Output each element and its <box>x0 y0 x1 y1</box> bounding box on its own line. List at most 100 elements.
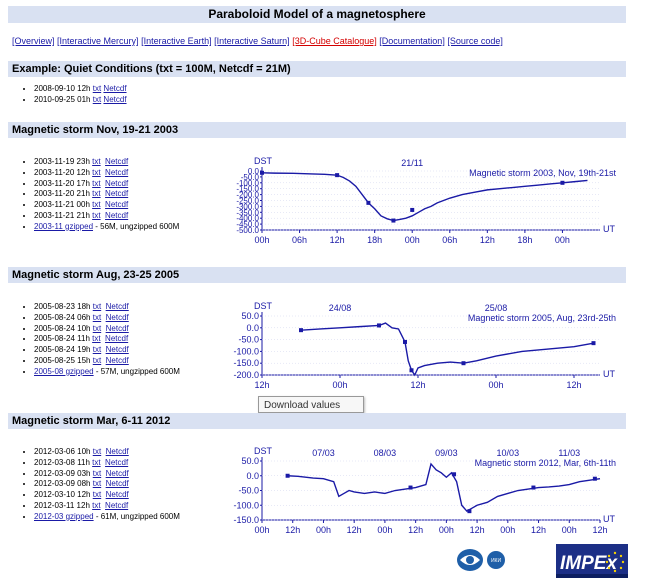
nav-overview-link[interactable]: [Overview] <box>12 36 55 46</box>
txt-link[interactable]: txt <box>92 355 102 365</box>
data-point-marker[interactable] <box>377 323 381 328</box>
list-item: 2005-08-25 15h txt Netcdf <box>34 356 180 367</box>
data-point-marker[interactable] <box>260 170 264 175</box>
item-date: 2012-03-11 12h <box>34 500 90 510</box>
txt-link[interactable]: txt <box>92 468 102 478</box>
data-point-marker[interactable] <box>592 476 597 481</box>
txt-link[interactable]: txt <box>92 167 101 177</box>
data-point-marker[interactable] <box>467 509 472 514</box>
data-point-marker[interactable] <box>299 328 303 333</box>
txt-link[interactable]: txt <box>92 178 101 188</box>
data-point-marker[interactable] <box>452 472 457 477</box>
data-point-marker[interactable] <box>391 218 396 223</box>
item-date: 2008-09-10 12h <box>34 84 91 93</box>
data-point-marker[interactable] <box>403 339 407 344</box>
nav-source-code-link[interactable]: [Source code] <box>447 36 503 46</box>
gzipped-link[interactable]: 2005-08 gzipped <box>34 366 94 376</box>
txt-link[interactable]: txt <box>92 479 102 489</box>
data-point-marker[interactable] <box>366 200 371 205</box>
data-point-marker[interactable] <box>591 341 596 346</box>
txt-link[interactable]: txt <box>92 457 101 467</box>
netcdf-link[interactable]: Netcdf <box>105 447 129 456</box>
y-tick-label: -150.0 <box>233 515 259 525</box>
x-tick-label: 06h <box>442 235 457 245</box>
txt-link[interactable]: txt <box>92 323 102 333</box>
netcdf-link[interactable]: Netcdf <box>105 157 129 166</box>
x-tick-label: 00h <box>254 525 269 535</box>
data-point-marker[interactable] <box>409 368 414 373</box>
txt-link[interactable]: txt <box>92 312 102 322</box>
txt-link[interactable]: txt <box>92 447 102 456</box>
netcdf-link[interactable]: Netcdf <box>105 167 129 177</box>
txt-link[interactable]: txt <box>92 490 102 500</box>
x-tick-label: 12h <box>285 525 300 535</box>
data-point-marker[interactable] <box>560 180 565 185</box>
list-item: 2003-11-21 21h txt Netcdf <box>34 211 179 222</box>
page-title: Paraboloid Model of a magnetosphere <box>8 6 626 23</box>
data-point-marker[interactable] <box>410 207 415 212</box>
netcdf-link[interactable]: Netcdf <box>105 468 129 478</box>
netcdf-link[interactable]: Netcdf <box>105 312 129 322</box>
txt-link[interactable]: txt <box>92 84 102 93</box>
data-point-marker[interactable] <box>531 485 536 490</box>
data-point-marker[interactable] <box>408 485 413 490</box>
day-label: 25/08 <box>485 303 508 313</box>
netcdf-link[interactable]: Netcdf <box>105 490 129 500</box>
nav-interactive-saturn-link[interactable]: [Interactive Saturn] <box>214 36 290 46</box>
txt-link[interactable]: txt <box>92 302 102 311</box>
list-item: 2003-11 gzipped - 56M, ungzipped 600M <box>34 222 179 233</box>
netcdf-link[interactable]: Netcdf <box>105 500 129 510</box>
storm-2003-dst-chart[interactable]: DST UT 0.0-50.0-100.0-150.0-200.0-250.0-30… <box>228 152 628 250</box>
day-label: 09/03 <box>435 448 458 458</box>
gzipped-link[interactable]: 2003-11 gzipped <box>34 221 94 231</box>
data-point-marker[interactable] <box>335 173 340 178</box>
txt-link[interactable]: txt <box>92 94 102 104</box>
txt-link[interactable]: txt <box>92 189 101 199</box>
netcdf-link[interactable]: Netcdf <box>105 178 129 188</box>
x-tick-label: 12h <box>531 525 546 535</box>
netcdf-link[interactable]: Netcdf <box>105 345 129 355</box>
x-axis-label: UT <box>603 369 615 379</box>
space-research-logo[interactable]: ИКИ <box>456 548 506 572</box>
data-point-marker[interactable] <box>461 361 466 366</box>
list-item: 2012-03-06 10h txt Netcdf <box>34 447 180 458</box>
txt-link[interactable]: txt <box>92 200 101 210</box>
nav-interactive-mercury-link[interactable]: [Interactive Mercury] <box>57 36 139 46</box>
netcdf-link[interactable]: Netcdf <box>105 210 129 220</box>
x-tick-label: 00h <box>254 235 269 245</box>
item-date: 2003-11-20 17h <box>34 178 90 188</box>
y-tick-label: -100.0 <box>233 346 259 356</box>
nav-interactive-earth-link[interactable]: [Interactive Earth] <box>141 36 212 46</box>
list-item: 2003-11-20 12h txt Netcdf <box>34 168 179 179</box>
netcdf-link[interactable]: Netcdf <box>105 189 129 199</box>
netcdf-link[interactable]: Netcdf <box>105 355 129 365</box>
netcdf-link[interactable]: Netcdf <box>103 94 127 104</box>
netcdf-link[interactable]: Netcdf <box>105 323 129 333</box>
txt-link[interactable]: txt <box>92 334 101 344</box>
impex-logo[interactable]: IMPEx <box>556 544 628 578</box>
y-tick-label: -150.0 <box>236 185 259 194</box>
item-date: 2010-09-25 01h <box>34 94 91 104</box>
txt-link[interactable]: txt <box>92 500 101 510</box>
y-tick-label: -200.0 <box>236 191 259 200</box>
data-point-marker[interactable] <box>285 473 290 478</box>
netcdf-link[interactable]: Netcdf <box>105 479 129 489</box>
txt-link[interactable]: txt <box>92 345 102 355</box>
item-date: 2005-08-24 19h <box>34 345 91 355</box>
item-date: 2005-08-24 06h <box>34 312 91 322</box>
txt-link[interactable]: txt <box>92 210 101 220</box>
x-tick-label: 12h <box>410 380 425 390</box>
txt-link[interactable]: txt <box>92 157 101 166</box>
gzipped-link[interactable]: 2012-03 gzipped <box>34 511 94 521</box>
netcdf-link[interactable]: Netcdf <box>105 200 129 210</box>
netcdf-link[interactable]: Netcdf <box>105 302 129 311</box>
netcdf-link[interactable]: Netcdf <box>105 457 129 467</box>
x-tick-label: 00h <box>405 235 420 245</box>
netcdf-link[interactable]: Netcdf <box>103 84 127 93</box>
netcdf-link[interactable]: Netcdf <box>105 334 129 344</box>
list-item: 2003-11-20 21h txt Netcdf <box>34 189 179 200</box>
nav-documentation-link[interactable]: [Documentation] <box>379 36 445 46</box>
nav-3d-cube-catalogue-link[interactable]: [3D-Cube Catalogue] <box>292 36 377 46</box>
